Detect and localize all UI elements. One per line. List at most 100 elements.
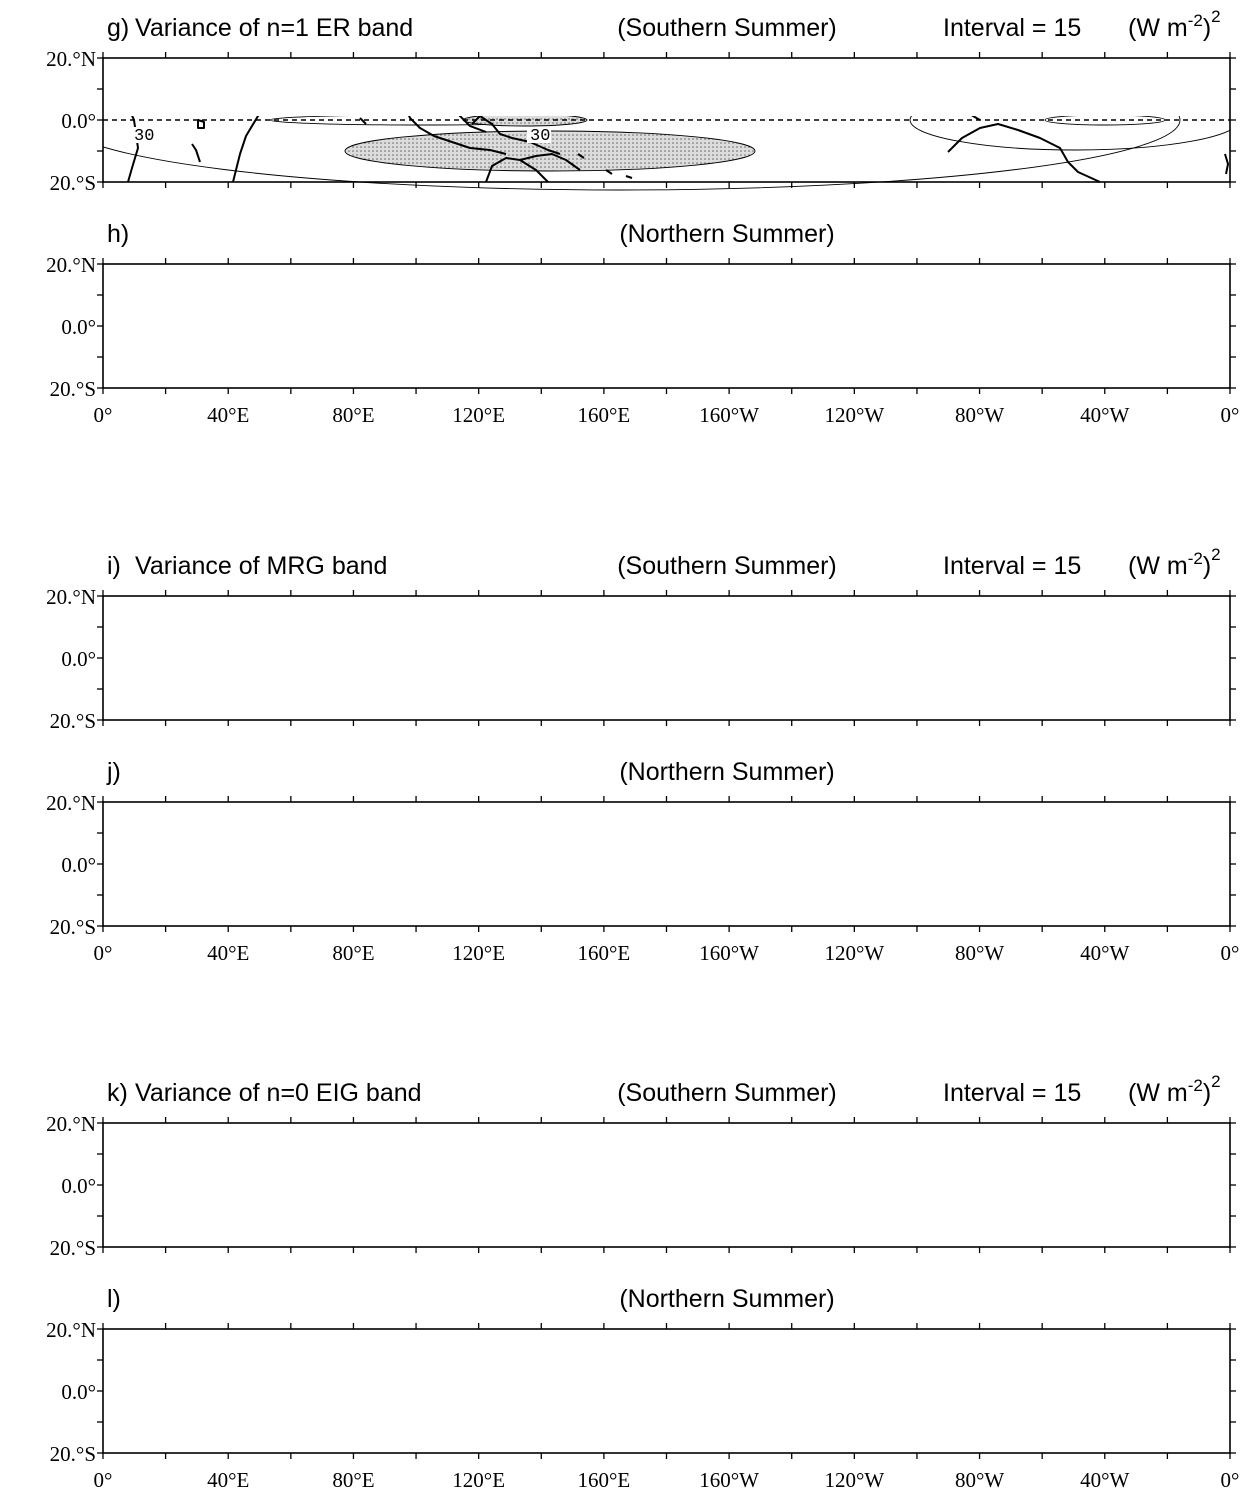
panel-letter: h) (107, 220, 129, 248)
south-inner-contour (606, 881, 746, 891)
contour-label: 30 (580, 1368, 600, 1387)
south-outer-contour (190, 664, 1190, 700)
lon-label: 160°E (578, 941, 631, 965)
coastline (606, 708, 612, 712)
coastline (948, 868, 1100, 926)
coastline (577, 153, 585, 159)
coastline (198, 326, 204, 334)
contour-label: 30 (758, 841, 778, 860)
lat-label: 20.°N (46, 791, 96, 815)
coastline (432, 636, 486, 670)
lon-label: 160°W (699, 403, 759, 427)
contour-label: 30 (402, 93, 422, 112)
lat-label: 0.0° (61, 109, 96, 133)
coastline (359, 117, 367, 125)
south-outer-contour (110, 1183, 1230, 1239)
map-frame (102, 263, 1231, 389)
coastline (1172, 58, 1230, 100)
coastline (1224, 153, 1229, 175)
coastline (398, 1351, 506, 1425)
panel-letter: k) (107, 1079, 128, 1107)
coastline (192, 888, 200, 906)
map-frame (102, 1328, 1231, 1454)
pacific-north-contour (870, 279, 960, 289)
africa-north-contour (128, 1361, 172, 1373)
coastline (472, 1387, 560, 1425)
coastline (486, 364, 548, 388)
interval-label: Interval = 15 (943, 14, 1081, 42)
coastline (605, 169, 613, 175)
coastline (302, 264, 382, 312)
coastline (1172, 1123, 1230, 1165)
coastline (486, 1223, 548, 1247)
contour-label: 30 (134, 127, 154, 146)
coastline (520, 898, 580, 914)
lon-label: 0° (1221, 403, 1240, 427)
coastline (302, 1329, 382, 1377)
coastline (398, 1145, 506, 1219)
africa-south-contour (135, 1405, 185, 1417)
lat-label: 20.°S (50, 915, 96, 939)
south-max-contour (546, 668, 806, 684)
panel-season: (Northern Summer) (619, 1285, 834, 1313)
lat-label: 20.°N (46, 585, 96, 609)
lon-label: 160°W (699, 1468, 759, 1492)
coastline (192, 1415, 200, 1433)
coastline (1225, 360, 1228, 380)
lat-label: 20.°N (46, 47, 96, 71)
lon-label: 160°E (578, 1468, 631, 1492)
lon-label: 0° (94, 1468, 113, 1492)
coastline (198, 1185, 204, 1193)
panel-k: k) Variance of n=0 EIG band (Southern Summ… (46, 1072, 1236, 1260)
coastline (472, 1181, 560, 1219)
coastline (458, 116, 487, 133)
contour-label: 30 (530, 127, 550, 146)
coastline (198, 1391, 204, 1399)
lon-label: 80°E (332, 941, 374, 965)
coastline (432, 1163, 486, 1197)
coastline (398, 824, 506, 898)
north-max-contour (495, 274, 605, 302)
panel-season: (Southern Summer) (617, 552, 837, 580)
lon-label: 80°W (955, 1468, 1004, 1492)
coastline (480, 264, 500, 318)
coastline (360, 1183, 366, 1189)
lat-label: 0.0° (61, 1174, 96, 1198)
south-inner-contour (605, 1409, 695, 1421)
panel-season: (Northern Summer) (619, 220, 834, 248)
north-max-contour (355, 62, 745, 106)
lon-label: 120°W (824, 941, 884, 965)
lon-label: 0° (94, 403, 113, 427)
coastline (302, 802, 382, 850)
coastline (606, 376, 612, 380)
coastline (520, 1219, 580, 1235)
coastline (626, 920, 632, 922)
outer-contour (103, 116, 1181, 191)
lon-label: 80°W (955, 941, 1004, 965)
south-max-contour (541, 874, 811, 898)
coastline (432, 842, 486, 876)
coastline (519, 153, 581, 171)
coastline (626, 382, 632, 384)
coastline (626, 1447, 632, 1449)
coastline (1048, 1369, 1074, 1379)
coastline (898, 1329, 980, 1391)
lat-label: 20.°S (50, 1236, 96, 1260)
interval-label: Interval = 15 (943, 1079, 1081, 1107)
coastline (360, 656, 366, 662)
coastline (103, 1372, 138, 1453)
coastline (898, 802, 980, 864)
lon-label: 80°E (332, 403, 374, 427)
south-outer-contour (280, 1385, 820, 1445)
coastline (432, 1369, 486, 1403)
coastline (898, 264, 980, 326)
lat-label: 20.°N (46, 1112, 96, 1136)
contour-label-bg (131, 127, 155, 143)
coastline (486, 696, 548, 720)
lon-label: 80°W (955, 403, 1004, 427)
coastline (486, 1429, 548, 1453)
panel-season: (Northern Summer) (619, 758, 834, 786)
coastline (232, 116, 260, 183)
coastline (948, 1189, 1100, 1247)
